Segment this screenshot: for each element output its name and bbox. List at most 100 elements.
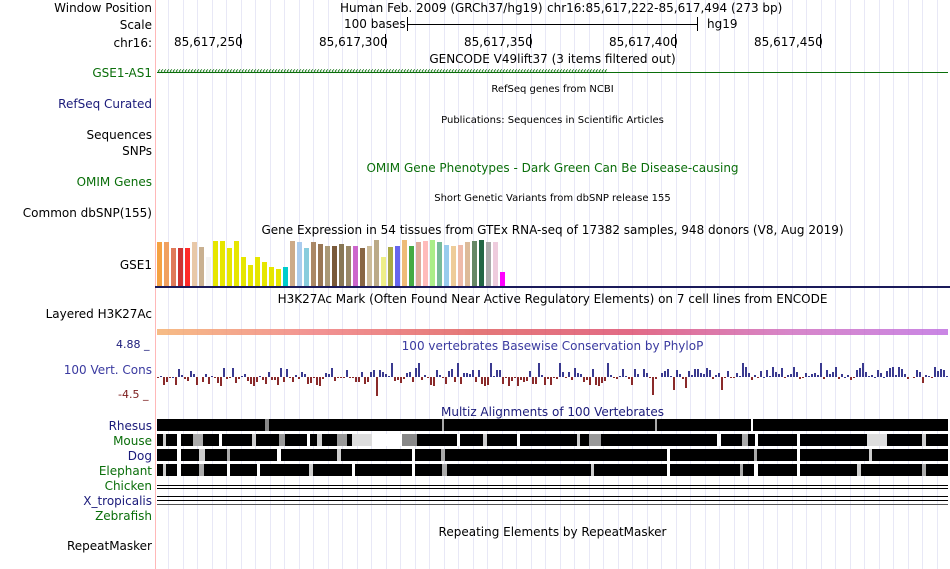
cons-bar xyxy=(511,377,513,382)
alignment-row-x-tropicalis[interactable] xyxy=(157,496,948,497)
gtex-tissue-bar[interactable] xyxy=(500,272,505,286)
gtex-bar-chart[interactable] xyxy=(157,238,557,288)
gtex-tissue-bar[interactable] xyxy=(353,246,358,286)
gtex-tissue-bar[interactable] xyxy=(213,241,218,286)
gtex-tissue-bar[interactable] xyxy=(206,257,211,286)
gtex-tissue-bar[interactable] xyxy=(325,246,330,286)
gtex-tissue-bar[interactable] xyxy=(297,242,302,286)
gtex-tissue-bar[interactable] xyxy=(157,242,162,286)
gtex-tissue-bar[interactable] xyxy=(458,245,463,286)
alignment-block xyxy=(655,419,657,431)
refseq-track-title[interactable]: RefSeq genes from NCBI xyxy=(491,84,614,95)
gtex-tissue-bar[interactable] xyxy=(276,269,281,286)
species-label-zebrafish[interactable]: Zebrafish xyxy=(95,509,152,523)
gtex-tissue-bar[interactable] xyxy=(374,240,379,286)
h3k27ac-label[interactable]: Layered H3K27Ac xyxy=(45,307,152,321)
species-label-x-tropicalis[interactable]: X_tropicalis xyxy=(83,494,152,508)
species-label-elephant[interactable]: Elephant xyxy=(98,464,152,478)
gtex-tissue-bar[interactable] xyxy=(423,241,428,286)
alignment-row-zebrafish[interactable] xyxy=(157,504,948,505)
repeatmasker-label[interactable]: RepeatMasker xyxy=(66,539,152,553)
gtex-tissue-bar[interactable] xyxy=(290,241,295,286)
gtex-tissue-bar[interactable] xyxy=(255,257,260,286)
gtex-tissue-bar[interactable] xyxy=(486,242,491,286)
publications-track-title[interactable]: Publications: Sequences in Scientific Ar… xyxy=(441,115,664,126)
gtex-tissue-bar[interactable] xyxy=(304,248,309,286)
gtex-tissue-bar[interactable] xyxy=(311,242,316,286)
dbsnp-label[interactable]: Common dbSNP(155) xyxy=(22,206,152,220)
gtex-tissue-bar[interactable] xyxy=(339,244,344,286)
gtex-tissue-bar[interactable] xyxy=(444,245,449,286)
repeatmasker-track-title[interactable]: Repeating Elements by RepeatMasker xyxy=(438,525,667,539)
species-label-rhesus[interactable]: Rhesus xyxy=(108,419,152,433)
omim-label[interactable]: OMIM Genes xyxy=(76,175,152,189)
alignment-row-chicken[interactable] xyxy=(157,485,948,486)
alignment-row-mouse[interactable] xyxy=(157,434,948,446)
gtex-tissue-bar[interactable] xyxy=(269,267,274,286)
refseq-label[interactable]: RefSeq Curated xyxy=(58,97,152,111)
gtex-tissue-bar[interactable] xyxy=(318,244,323,286)
gtex-tissue-bar[interactable] xyxy=(381,257,386,286)
gtex-tissue-bar[interactable] xyxy=(360,248,365,286)
h3k27ac-signal[interactable] xyxy=(157,329,948,335)
cons-bar xyxy=(766,369,768,377)
gene-strand-arrows[interactable]: ‹‹‹‹‹‹‹‹‹‹‹‹‹‹‹‹‹‹‹‹‹‹‹‹‹‹‹‹‹‹‹‹‹‹‹‹‹‹‹‹… xyxy=(157,67,608,77)
conservation-plot[interactable] xyxy=(157,350,948,405)
omim-track-title[interactable]: OMIM Gene Phenotypes - Dark Green Can Be… xyxy=(366,161,739,175)
gtex-tissue-bar[interactable] xyxy=(493,242,498,286)
species-label-dog[interactable]: Dog xyxy=(127,449,152,463)
species-label-mouse[interactable]: Mouse xyxy=(113,434,152,448)
gtex-tissue-bar[interactable] xyxy=(262,262,267,286)
snps-label[interactable]: SNPs xyxy=(122,144,152,158)
gtex-tissue-bar[interactable] xyxy=(241,257,246,286)
cons-bar xyxy=(382,372,384,377)
conservation-track-title[interactable]: 100 vertebrates Basewise Conservation by… xyxy=(401,339,704,353)
window-position-value[interactable]: chr16:85,617,222-85,617,494 (273 bp) xyxy=(547,1,783,15)
gtex-tissue-bar[interactable] xyxy=(416,242,421,286)
alignment-block xyxy=(442,464,447,476)
gtex-tissue-bar[interactable] xyxy=(199,247,204,286)
gtex-tissue-bar[interactable] xyxy=(234,241,239,286)
gtex-tissue-bar[interactable] xyxy=(171,248,176,286)
multiz-track-title[interactable]: Multiz Alignments of 100 Vertebrates xyxy=(440,405,665,419)
gtex-tissue-bar[interactable] xyxy=(402,240,407,286)
gtex-tissue-bar[interactable] xyxy=(437,242,442,286)
gtex-tissue-bar[interactable] xyxy=(220,241,225,286)
gtex-tissue-bar[interactable] xyxy=(479,240,484,286)
gtex-tissue-bar[interactable] xyxy=(430,240,435,286)
gtex-tissue-bar[interactable] xyxy=(346,246,351,286)
dbsnp-track-title[interactable]: Short Genetic Variants from dbSNP releas… xyxy=(434,193,671,204)
cons-bar xyxy=(646,373,648,377)
gtex-tissue-bar[interactable] xyxy=(178,248,183,286)
ruler-tick-label: 85,617,400 xyxy=(609,35,678,49)
sequences-label[interactable]: Sequences xyxy=(86,128,152,142)
gtex-track-title[interactable]: Gene Expression in 54 tissues from GTEx … xyxy=(261,223,844,237)
alignment-row-dog[interactable] xyxy=(157,449,948,461)
gtex-tissue-bar[interactable] xyxy=(465,242,470,286)
gtex-tissue-bar[interactable] xyxy=(248,265,253,286)
alignment-row-rhesus[interactable] xyxy=(157,419,948,431)
gtex-tissue-bar[interactable] xyxy=(283,267,288,286)
gtex-tissue-bar[interactable] xyxy=(332,246,337,286)
conservation-label[interactable]: 100 Vert. Cons xyxy=(63,363,152,377)
gtex-gene-label[interactable]: GSE1 xyxy=(119,258,152,272)
cons-bar xyxy=(697,369,699,377)
gtex-tissue-bar[interactable] xyxy=(227,248,232,286)
gtex-tissue-bar[interactable] xyxy=(409,246,414,286)
gtex-tissue-bar[interactable] xyxy=(185,248,190,286)
alignment-row-elephant[interactable] xyxy=(157,464,948,476)
gtex-tissue-bar[interactable] xyxy=(388,247,393,286)
gtex-tissue-bar[interactable] xyxy=(164,242,169,286)
alignment-block xyxy=(163,434,166,446)
gtex-tissue-bar[interactable] xyxy=(367,246,372,286)
gtex-tissue-bar[interactable] xyxy=(395,246,400,286)
gtex-tissue-bar[interactable] xyxy=(451,246,456,286)
gencode-gene-label[interactable]: GSE1-AS1 xyxy=(92,66,152,80)
gencode-track-title[interactable]: GENCODE V49lift37 (3 items filtered out) xyxy=(429,52,676,66)
cons-bar xyxy=(184,377,186,379)
cons-bar xyxy=(808,376,810,377)
h3k27ac-track-title[interactable]: H3K27Ac Mark (Often Found Near Active Re… xyxy=(277,292,828,306)
species-label-chicken[interactable]: Chicken xyxy=(104,479,152,493)
gtex-tissue-bar[interactable] xyxy=(472,241,477,286)
gtex-tissue-bar[interactable] xyxy=(192,242,197,286)
